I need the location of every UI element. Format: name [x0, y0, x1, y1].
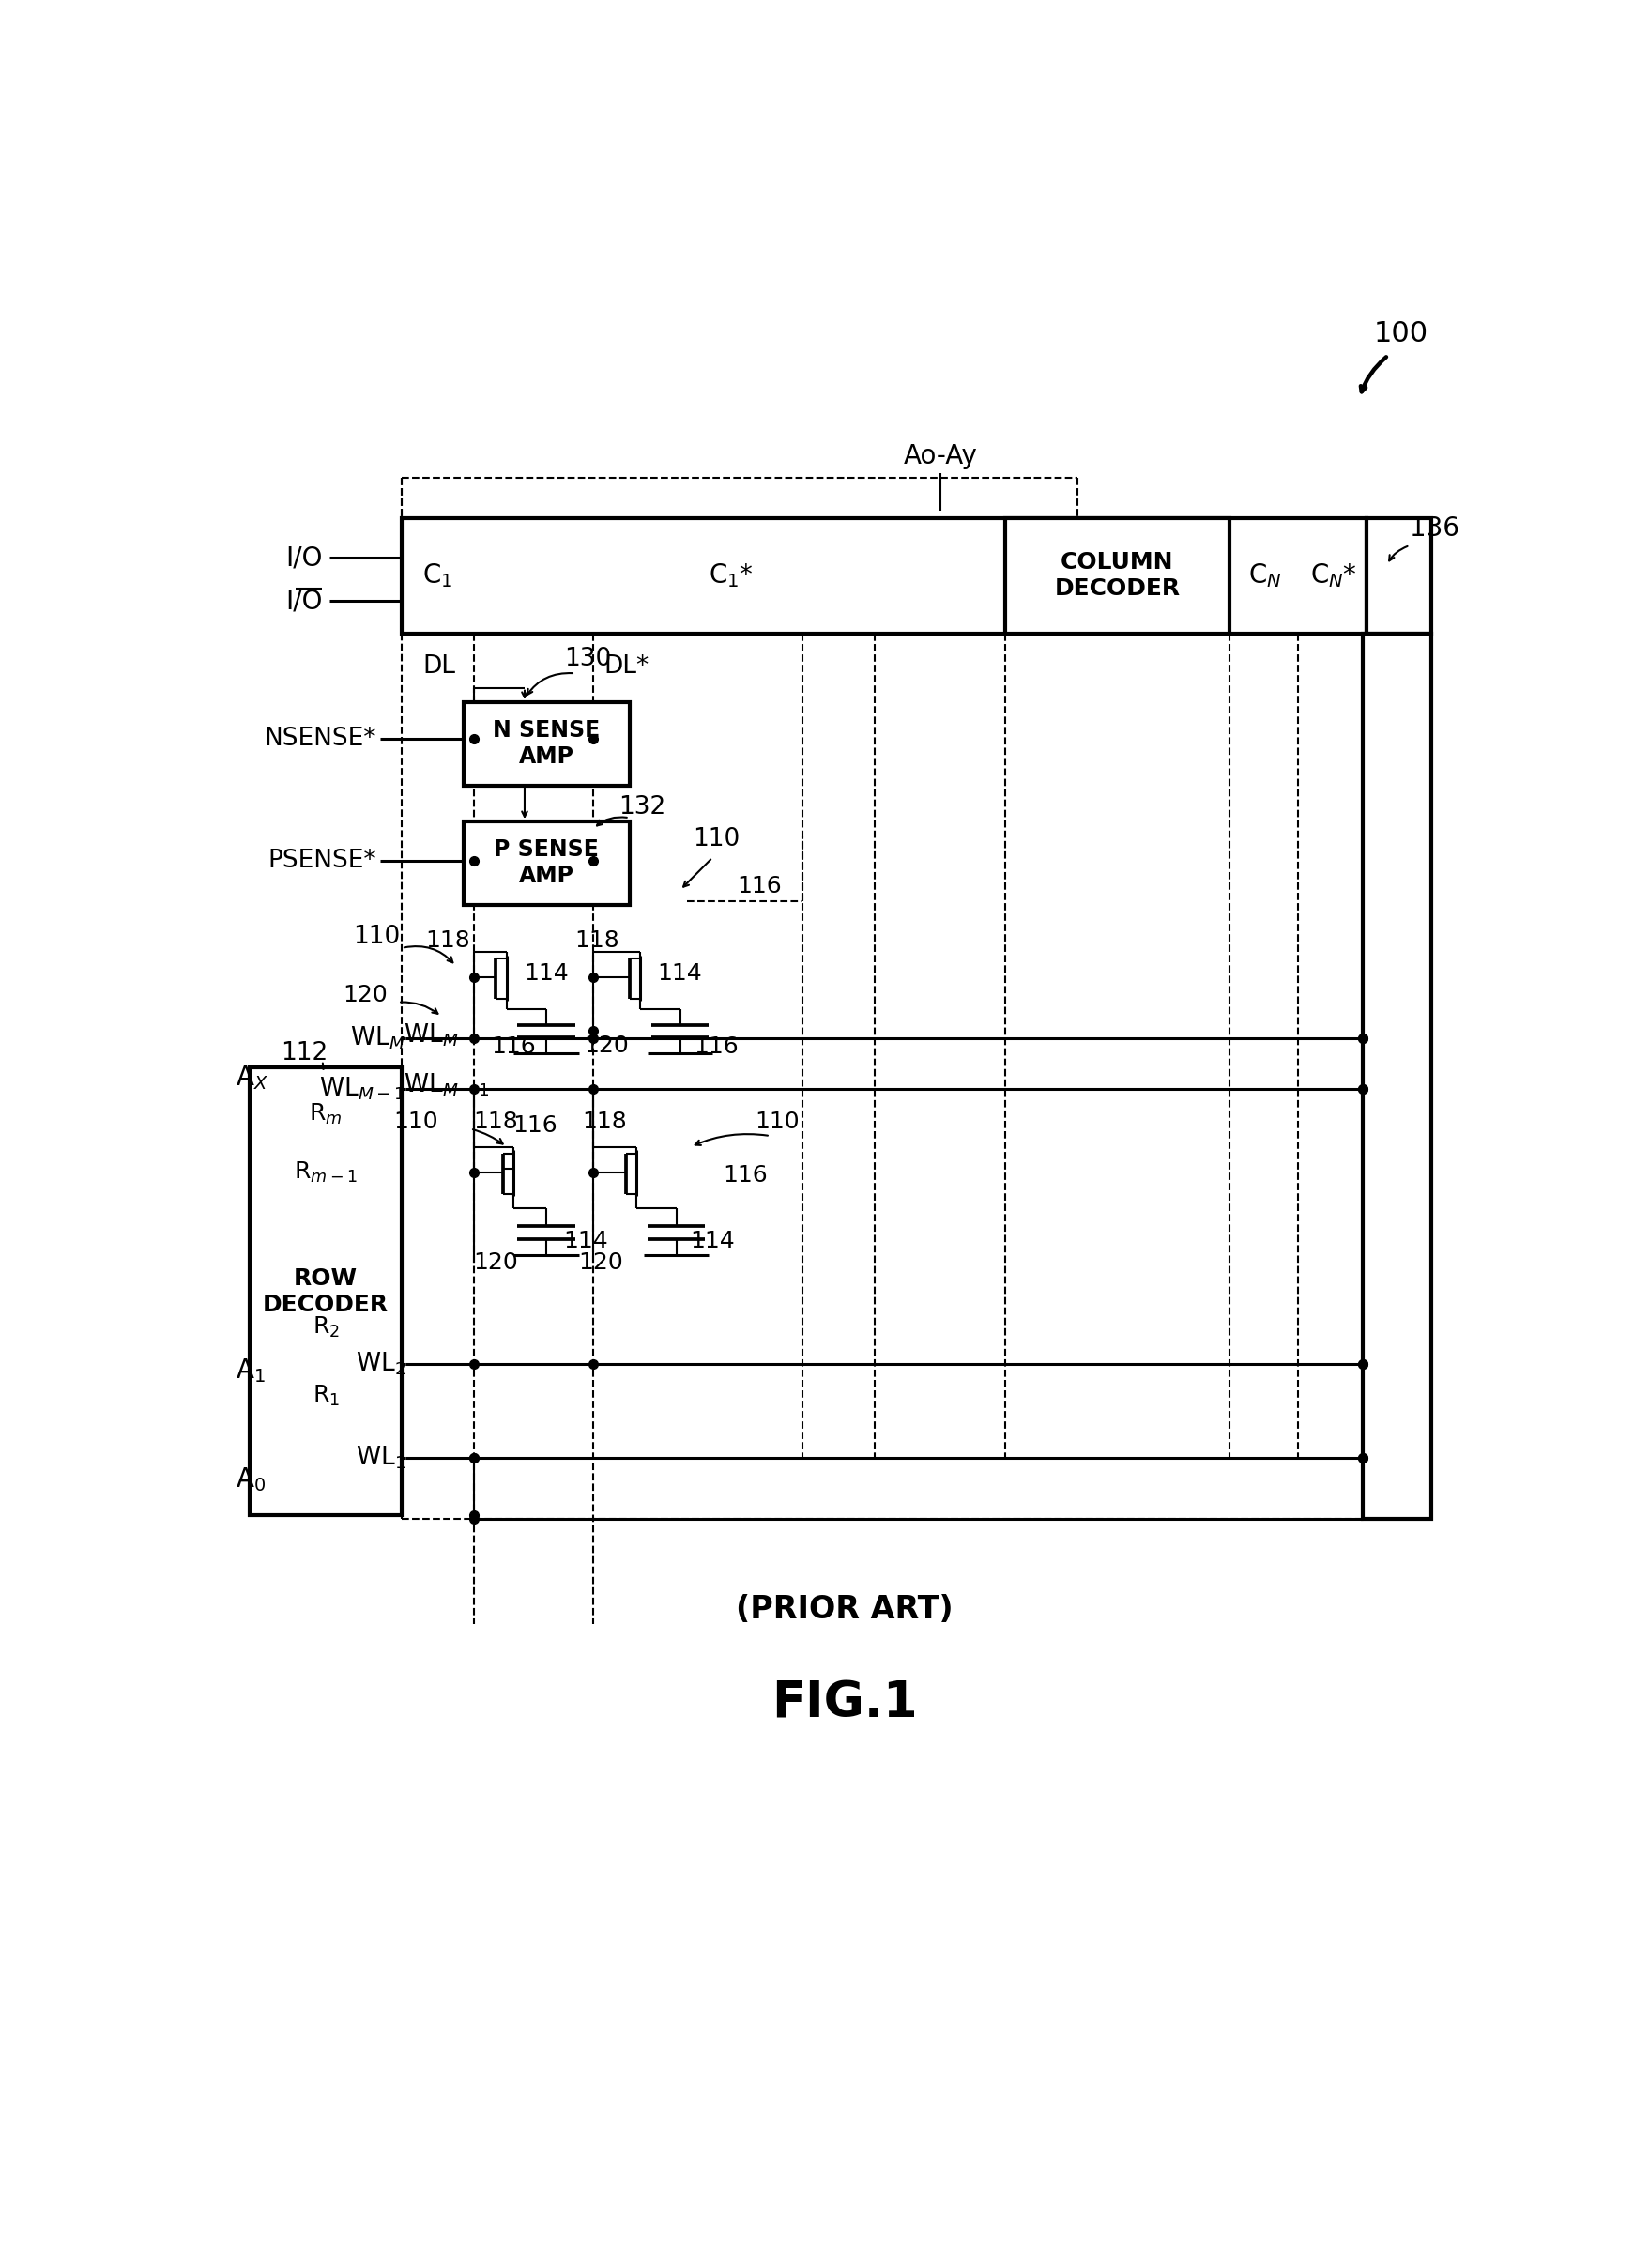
- Text: N SENSE
AMP: N SENSE AMP: [493, 719, 600, 769]
- Text: Ao-Ay: Ao-Ay: [904, 442, 978, 469]
- Text: 116: 116: [722, 1163, 767, 1186]
- Text: 116: 116: [513, 1114, 557, 1136]
- Text: 114: 114: [564, 1229, 608, 1252]
- Text: 120: 120: [584, 1034, 628, 1057]
- Text: DL: DL: [424, 653, 457, 678]
- Text: 130: 130: [564, 646, 612, 671]
- Text: A$_X$: A$_X$: [236, 1064, 269, 1093]
- Text: 110: 110: [755, 1111, 800, 1132]
- Text: PSENSE*: PSENSE*: [267, 848, 376, 873]
- Text: C$_1$*: C$_1$*: [707, 562, 754, 590]
- Text: 100: 100: [1374, 320, 1428, 347]
- Text: P SENSE
AMP: P SENSE AMP: [493, 839, 599, 887]
- Text: 120: 120: [579, 1252, 623, 1275]
- Text: R$_1$: R$_1$: [312, 1383, 340, 1408]
- Text: WL$_{M-1}$: WL$_{M-1}$: [404, 1073, 490, 1098]
- Text: 116: 116: [694, 1036, 739, 1059]
- Text: 116: 116: [491, 1036, 536, 1059]
- Text: FIG.1: FIG.1: [772, 1678, 918, 1728]
- Text: 114: 114: [689, 1229, 735, 1252]
- Text: 114: 114: [524, 962, 569, 984]
- Text: 114: 114: [658, 962, 702, 984]
- Text: 132: 132: [618, 794, 666, 819]
- Text: WL$_M$: WL$_M$: [351, 1025, 406, 1052]
- Text: WL$_M$: WL$_M$: [404, 1021, 458, 1048]
- Text: 118: 118: [582, 1111, 627, 1132]
- Bar: [251, 1068, 402, 1515]
- Text: I/O: I/O: [285, 587, 322, 615]
- Text: A$_0$: A$_0$: [236, 1465, 265, 1492]
- Bar: [463, 703, 630, 785]
- Text: WL$_2$: WL$_2$: [356, 1349, 406, 1377]
- Text: ROW
DECODER: ROW DECODER: [262, 1268, 389, 1315]
- Text: (PRIOR ART): (PRIOR ART): [735, 1594, 953, 1624]
- Text: I/O: I/O: [285, 544, 322, 572]
- Text: WL$_{M-1}$: WL$_{M-1}$: [320, 1075, 406, 1102]
- Text: 116: 116: [737, 875, 782, 898]
- Text: 136: 136: [1410, 515, 1459, 542]
- Text: 120: 120: [473, 1252, 518, 1275]
- Bar: [1006, 517, 1229, 633]
- Text: 110: 110: [693, 828, 740, 853]
- Bar: [1367, 517, 1431, 633]
- Text: C$_N$: C$_N$: [1248, 562, 1283, 590]
- Bar: [463, 821, 630, 905]
- Text: DL*: DL*: [604, 653, 650, 678]
- Bar: [1364, 633, 1431, 1520]
- Text: C$_N$*: C$_N$*: [1311, 562, 1357, 590]
- Text: C$_1$: C$_1$: [422, 562, 453, 590]
- Text: 112: 112: [280, 1041, 328, 1066]
- Text: COLUMN
DECODER: COLUMN DECODER: [1054, 551, 1181, 601]
- Text: 110: 110: [392, 1111, 439, 1132]
- Text: R$_2$: R$_2$: [312, 1315, 340, 1340]
- Text: 118: 118: [574, 930, 620, 953]
- Text: 120: 120: [343, 984, 388, 1007]
- Text: R$_{m-1}$: R$_{m-1}$: [294, 1159, 358, 1184]
- Text: 118: 118: [425, 930, 470, 953]
- Text: 118: 118: [473, 1111, 518, 1132]
- Text: R$_m$: R$_m$: [310, 1102, 343, 1127]
- Text: 110: 110: [353, 925, 401, 950]
- Text: A$_1$: A$_1$: [236, 1356, 265, 1386]
- Text: WL$_1$: WL$_1$: [356, 1445, 406, 1472]
- Text: NSENSE*: NSENSE*: [264, 726, 376, 751]
- Bar: [402, 517, 1367, 633]
